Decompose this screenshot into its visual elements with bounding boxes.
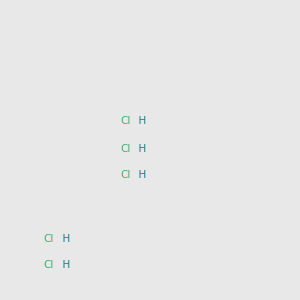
Text: H: H [56, 233, 70, 244]
Text: Cl: Cl [44, 260, 54, 271]
Text: Cl: Cl [120, 170, 130, 181]
Text: Cl: Cl [44, 233, 54, 244]
Text: H: H [132, 116, 146, 127]
Text: H: H [132, 170, 146, 181]
Text: H: H [56, 260, 70, 271]
Text: Cl: Cl [120, 143, 130, 154]
Text: H: H [132, 143, 146, 154]
Text: Cl: Cl [120, 116, 130, 127]
